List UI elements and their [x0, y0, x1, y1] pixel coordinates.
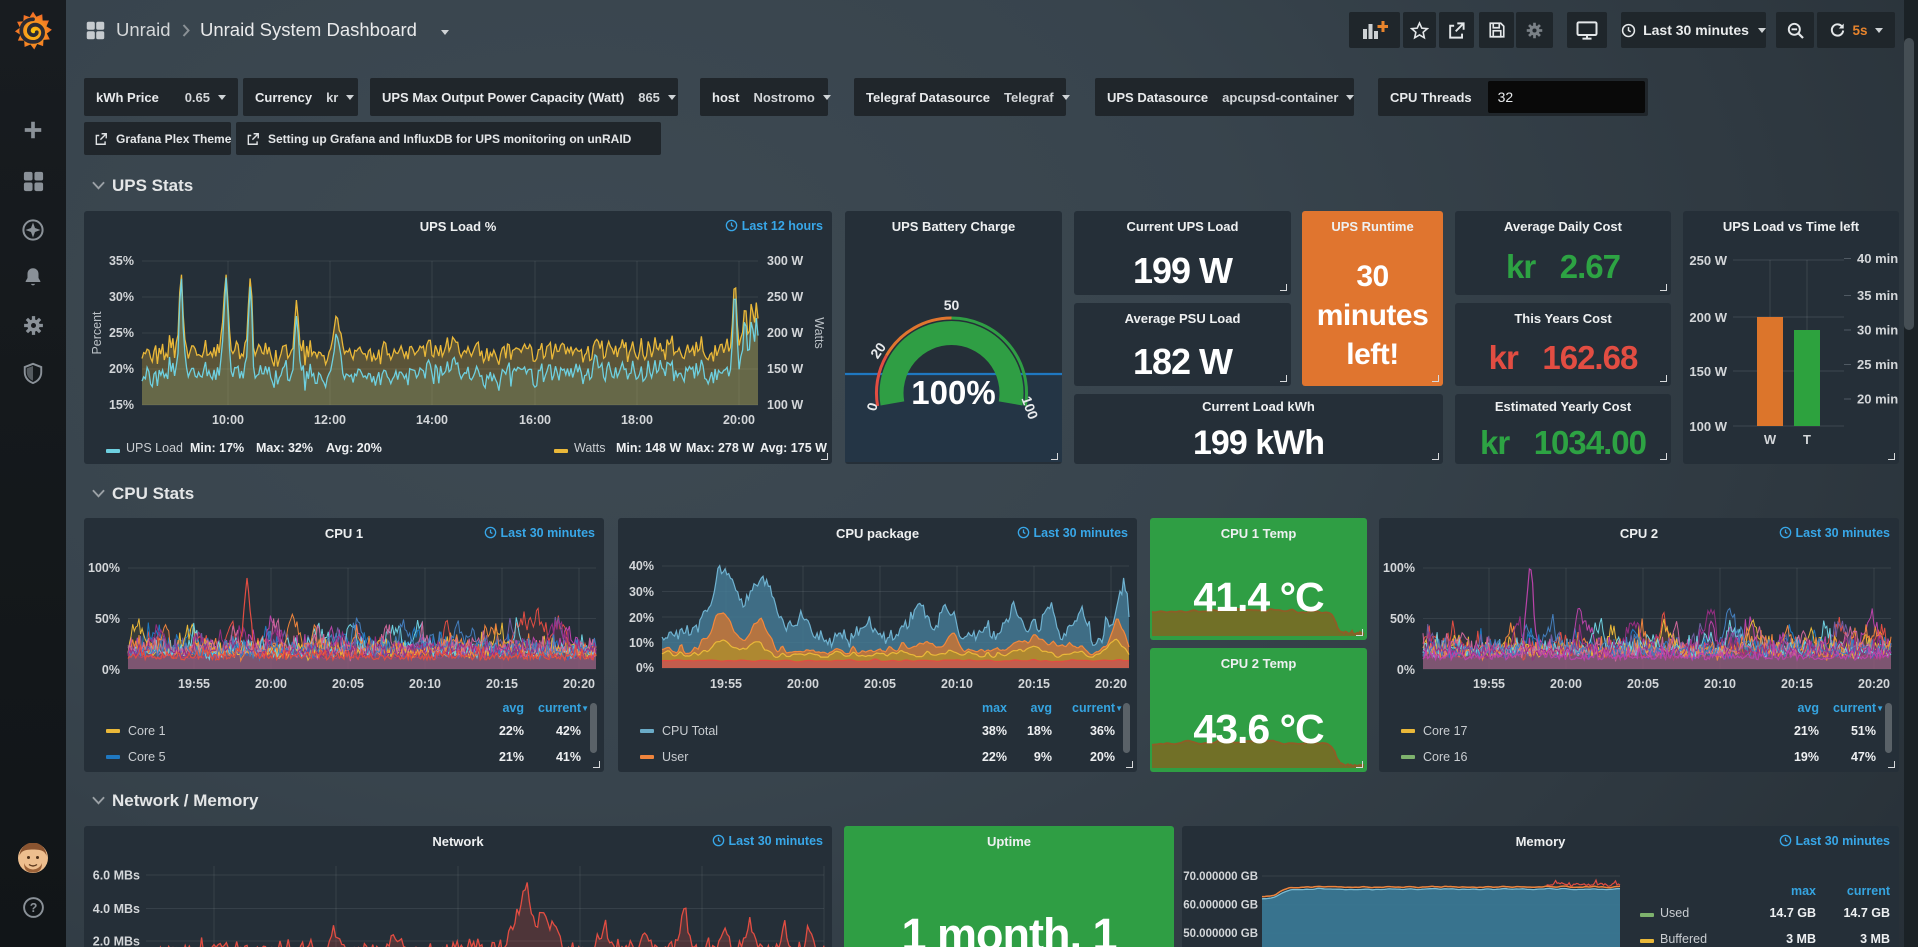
svg-text:150 W: 150 W	[767, 362, 803, 376]
svg-text:0%: 0%	[102, 663, 120, 677]
svg-text:0: 0	[863, 401, 881, 413]
svg-text:10%: 10%	[629, 636, 654, 650]
svg-text:20:15: 20:15	[486, 677, 518, 691]
svg-text:50%: 50%	[95, 612, 120, 626]
svg-text:250 W: 250 W	[767, 290, 803, 304]
svg-text:20 min: 20 min	[1857, 392, 1898, 407]
svg-text:19:55: 19:55	[178, 677, 210, 691]
svg-text:50%: 50%	[1390, 612, 1415, 626]
svg-text:20:20: 20:20	[1858, 677, 1890, 691]
svg-text:100%: 100%	[88, 561, 120, 575]
svg-text:35%: 35%	[109, 254, 134, 268]
svg-text:25 min: 25 min	[1857, 357, 1898, 372]
svg-text:30%: 30%	[629, 585, 654, 599]
svg-text:20%: 20%	[109, 362, 134, 376]
svg-text:35 min: 35 min	[1857, 288, 1898, 303]
svg-text:25%: 25%	[109, 326, 134, 340]
svg-text:?: ?	[29, 901, 37, 915]
svg-text:200 W: 200 W	[1689, 310, 1727, 325]
svg-text:10:00: 10:00	[212, 413, 244, 427]
svg-text:250 W: 250 W	[1689, 253, 1727, 268]
svg-text:12:00: 12:00	[314, 413, 346, 427]
svg-text:20:00: 20:00	[787, 677, 819, 691]
svg-text:20:15: 20:15	[1781, 677, 1813, 691]
svg-text:20:00: 20:00	[255, 677, 287, 691]
svg-text:100 W: 100 W	[767, 398, 803, 412]
svg-text:20:20: 20:20	[1095, 677, 1127, 691]
svg-text:20:00: 20:00	[723, 413, 755, 427]
svg-text:30 min: 30 min	[1857, 323, 1898, 338]
svg-text:W: W	[1764, 432, 1777, 447]
svg-text:20:10: 20:10	[941, 677, 973, 691]
svg-text:Percent: Percent	[90, 311, 104, 355]
svg-text:20:10: 20:10	[409, 677, 441, 691]
svg-text:100 W: 100 W	[1689, 419, 1727, 434]
svg-text:19:55: 19:55	[1473, 677, 1505, 691]
svg-text:70.000000 GB: 70.000000 GB	[1183, 871, 1258, 883]
svg-text:20:15: 20:15	[1018, 677, 1050, 691]
svg-text:6.0 MBs: 6.0 MBs	[93, 869, 140, 883]
svg-text:150 W: 150 W	[1689, 364, 1727, 379]
svg-text:20:20: 20:20	[563, 677, 595, 691]
svg-text:40%: 40%	[629, 559, 654, 573]
svg-text:18:00: 18:00	[621, 413, 653, 427]
svg-text:300 W: 300 W	[767, 254, 803, 268]
svg-text:50: 50	[944, 297, 960, 313]
svg-text:19:55: 19:55	[710, 677, 742, 691]
svg-text:50.000000 GB: 50.000000 GB	[1183, 928, 1258, 940]
svg-text:20:05: 20:05	[332, 677, 364, 691]
svg-text:20:00: 20:00	[1550, 677, 1582, 691]
svg-text:200 W: 200 W	[767, 326, 803, 340]
svg-text:2.0 MBs: 2.0 MBs	[93, 935, 140, 947]
svg-text:100: 100	[1018, 394, 1041, 422]
svg-text:Watts: Watts	[812, 317, 826, 348]
svg-text:60.000000 GB: 60.000000 GB	[1183, 900, 1258, 912]
svg-text:T: T	[1803, 432, 1811, 447]
svg-text:40 min: 40 min	[1857, 251, 1898, 266]
svg-text:100%: 100%	[1383, 561, 1415, 575]
svg-text:16:00: 16:00	[519, 413, 551, 427]
svg-text:20%: 20%	[629, 611, 654, 625]
svg-text:20:05: 20:05	[1627, 677, 1659, 691]
svg-text:30%: 30%	[109, 290, 134, 304]
svg-text:20:10: 20:10	[1704, 677, 1736, 691]
svg-text:0%: 0%	[636, 661, 654, 675]
svg-text:0%: 0%	[1397, 663, 1415, 677]
svg-text:4.0 MBs: 4.0 MBs	[93, 902, 140, 916]
svg-text:20:05: 20:05	[864, 677, 896, 691]
svg-text:14:00: 14:00	[416, 413, 448, 427]
svg-text:15%: 15%	[109, 398, 134, 412]
